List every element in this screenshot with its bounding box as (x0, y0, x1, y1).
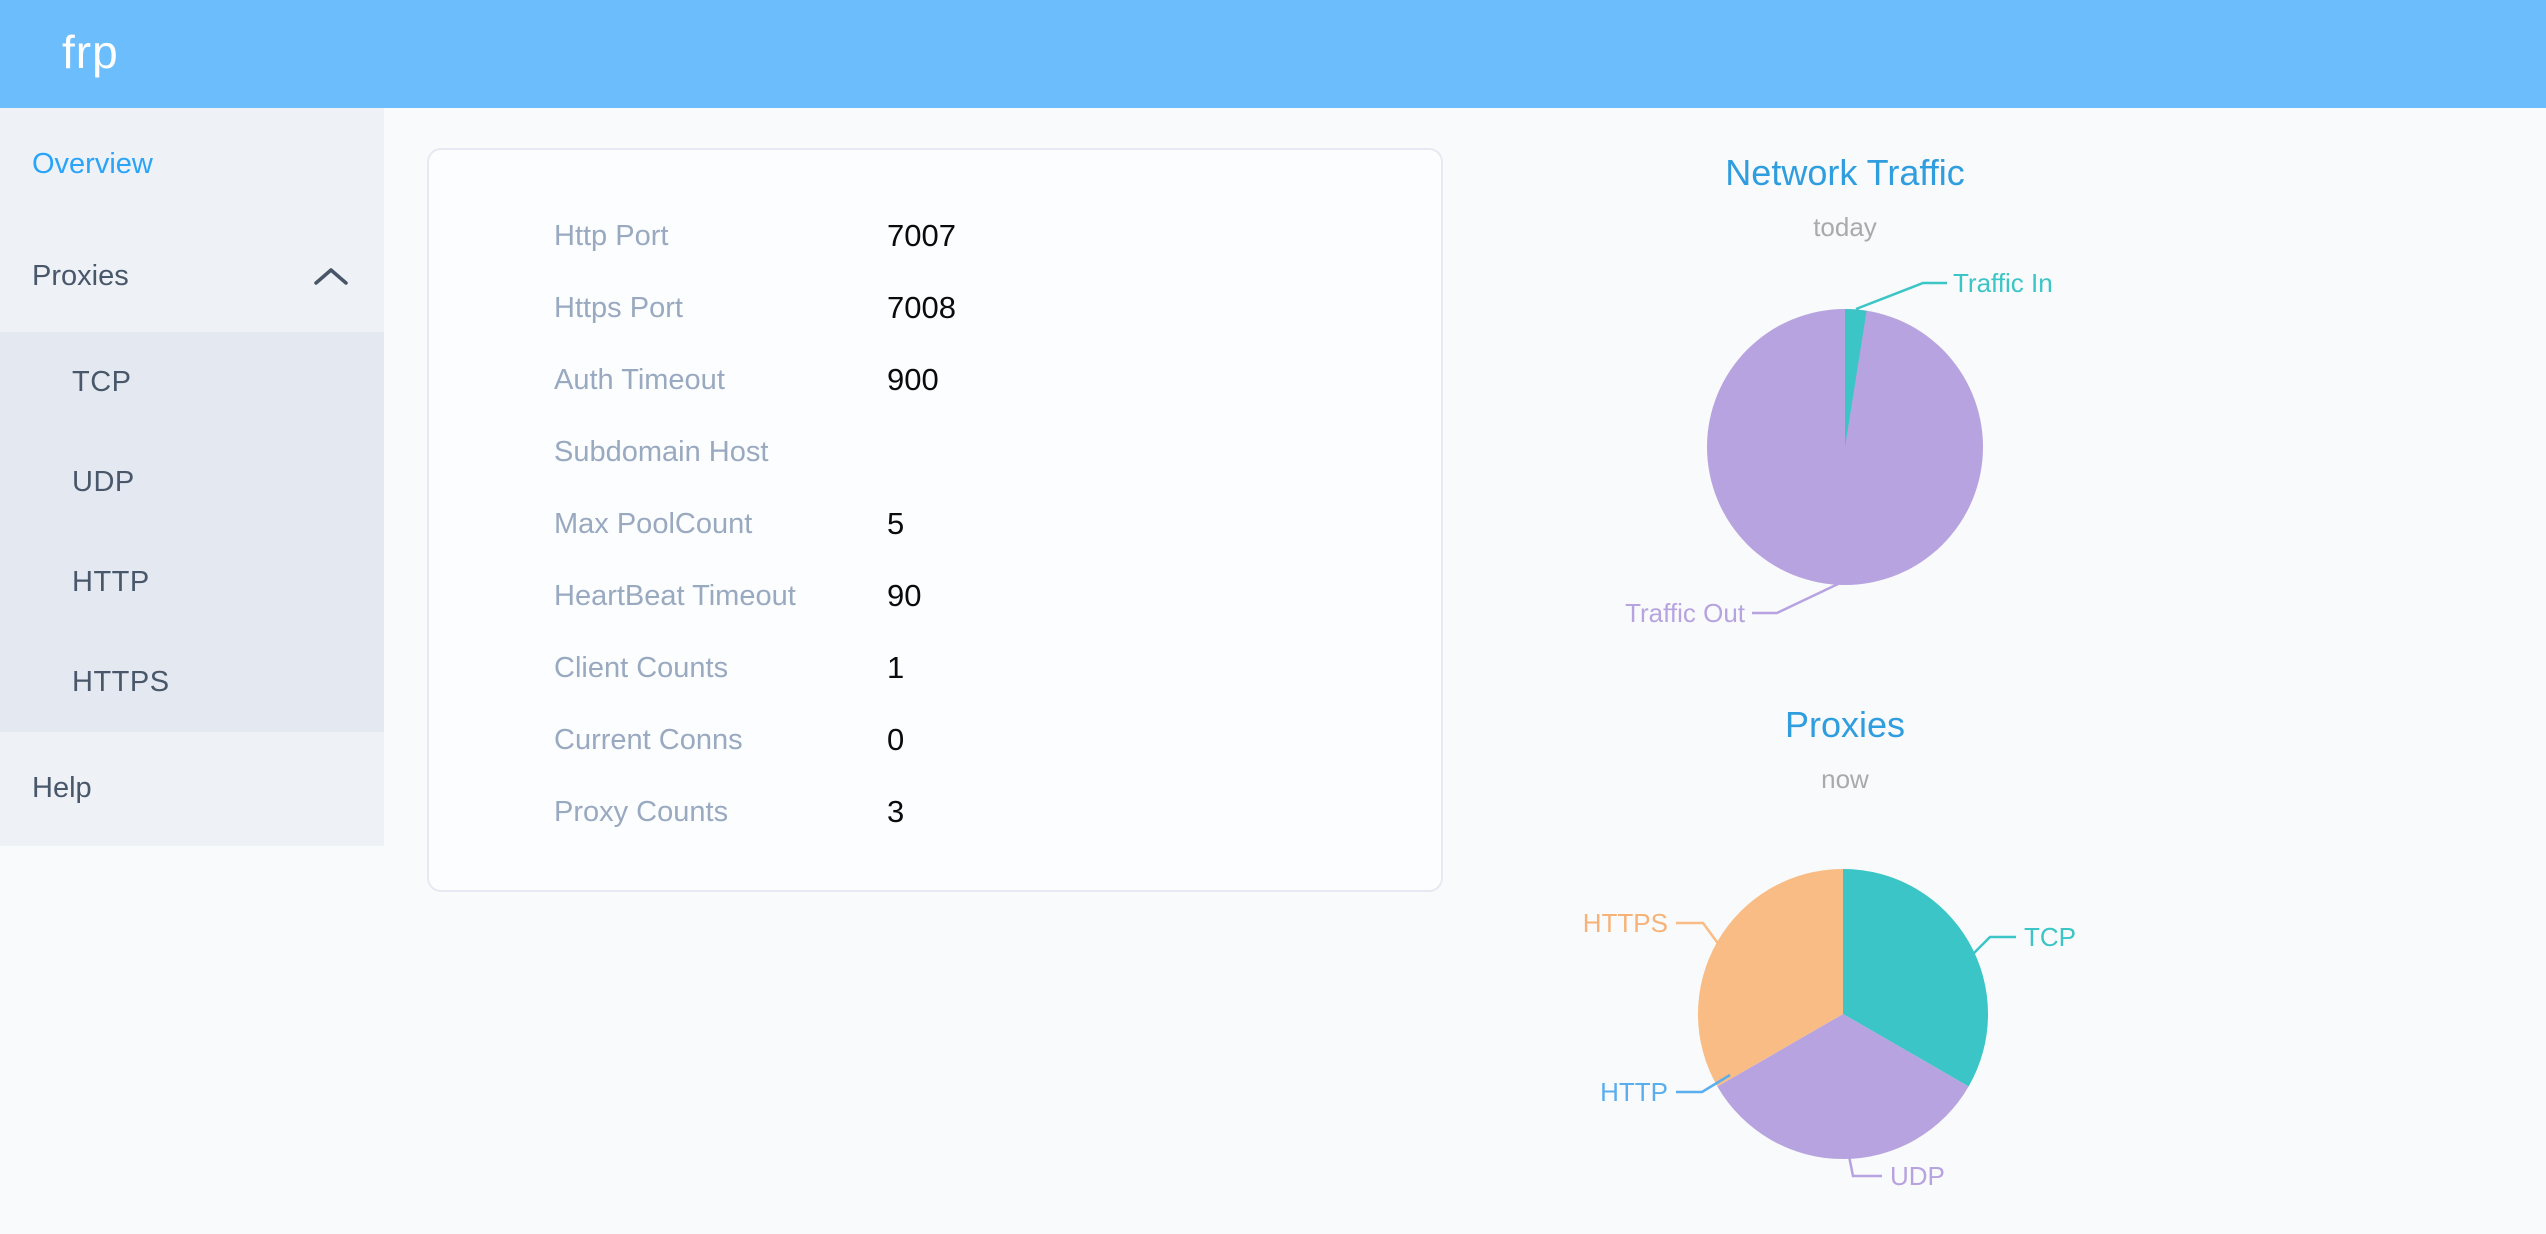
sidebar-item-overview[interactable]: Overview (0, 108, 384, 220)
sidebar-item-https[interactable]: HTTPS (0, 632, 384, 732)
sidebar: Overview Proxies TCP UDP HTTP HTTPS Help (0, 108, 384, 846)
chart-subtitle: now (1821, 764, 1869, 794)
udp-leader-line (1845, 1145, 1882, 1178)
row-label: Http Port (554, 219, 669, 252)
row-value: 900 (887, 362, 939, 397)
config-row: Proxy Counts 3 (429, 776, 1441, 848)
sidebar-item-http[interactable]: HTTP (0, 532, 384, 632)
proxies-chart: Proxies now TCP HTTPS HTTP UDP (1445, 668, 2245, 1234)
chart-title: Proxies (1784, 704, 1906, 745)
http-leader-line (1676, 1073, 1731, 1094)
http-label: HTTP (1600, 1077, 1668, 1107)
frp-logo: frp (62, 26, 119, 78)
row-value: 5 (887, 506, 905, 541)
chart-title: Network Traffic (1725, 152, 1965, 193)
row-value: 7008 (887, 290, 956, 325)
traffic-in-label: Traffic In (1953, 268, 2053, 298)
sidebar-item-label: Help (32, 771, 92, 804)
row-label: Https Port (554, 291, 683, 324)
sidebar-item-udp[interactable]: UDP (0, 432, 384, 532)
sidebar-item-label: HTTP (72, 565, 150, 598)
row-label: Subdomain Host (554, 435, 769, 468)
traffic-out-leader-line (1752, 582, 1839, 615)
traffic-out-label: Traffic Out (1625, 598, 1745, 628)
traffic-in-leader-line (1855, 281, 1947, 311)
https-label: HTTPS (1582, 908, 1668, 938)
sidebar-item-help[interactable]: Help (0, 732, 384, 844)
row-value: 7007 (887, 218, 956, 253)
row-label: Client Counts (554, 651, 729, 684)
chart-subtitle: today (1813, 212, 1877, 242)
sidebar-item-label: UDP (72, 465, 135, 498)
sidebar-item-tcp[interactable]: TCP (0, 332, 384, 432)
chevron-up-icon (314, 268, 348, 285)
traffic-in-slice[interactable] (1845, 309, 1867, 447)
row-label: Max PoolCount (554, 507, 753, 540)
config-row: Http Port 7007 (429, 200, 1441, 272)
udp-slice[interactable] (1717, 1014, 1969, 1160)
tcp-slice[interactable] (1843, 869, 1989, 1087)
tcp-label: TCP (2024, 922, 2076, 952)
sidebar-submenu-proxies: TCP UDP HTTP HTTPS (0, 332, 384, 732)
row-value: 90 (887, 578, 922, 613)
sidebar-item-label: Overview (32, 147, 153, 180)
row-label: Current Conns (554, 723, 743, 756)
config-row: Subdomain Host (429, 416, 1441, 488)
tcp-leader-line (1951, 935, 2016, 976)
sidebar-item-label: TCP (72, 365, 132, 398)
sidebar-item-label: HTTPS (72, 665, 170, 698)
sidebar-item-label: Proxies (32, 259, 129, 292)
config-row: Auth Timeout 900 (429, 344, 1441, 416)
config-row: Client Counts 1 (429, 632, 1441, 704)
config-row: HeartBeat Timeout 90 (429, 560, 1441, 632)
row-value: 0 (887, 722, 905, 757)
row-label: HeartBeat Timeout (554, 579, 796, 612)
proxies-pie (1676, 869, 2016, 1178)
config-row: Current Conns 0 (429, 704, 1441, 776)
https-leader-line (1676, 921, 1741, 973)
config-row: Https Port 7008 (429, 272, 1441, 344)
row-value: 1 (887, 650, 905, 685)
https-slice[interactable] (1697, 869, 1843, 1087)
sidebar-item-proxies[interactable]: Proxies (0, 220, 384, 332)
app-header: frp (0, 0, 2546, 108)
config-row: Max PoolCount 5 (429, 488, 1441, 560)
server-config-card: Http Port 7007 Https Port 7008 Auth Time… (427, 148, 1443, 892)
row-label: Auth Timeout (554, 363, 725, 396)
network-traffic-pie (1707, 281, 1983, 615)
row-label: Proxy Counts (554, 795, 729, 828)
network-traffic-chart: Network Traffic today Traffic In Traffic… (1445, 108, 2245, 668)
udp-label: UDP (1890, 1161, 1945, 1191)
row-value: 3 (887, 794, 905, 829)
